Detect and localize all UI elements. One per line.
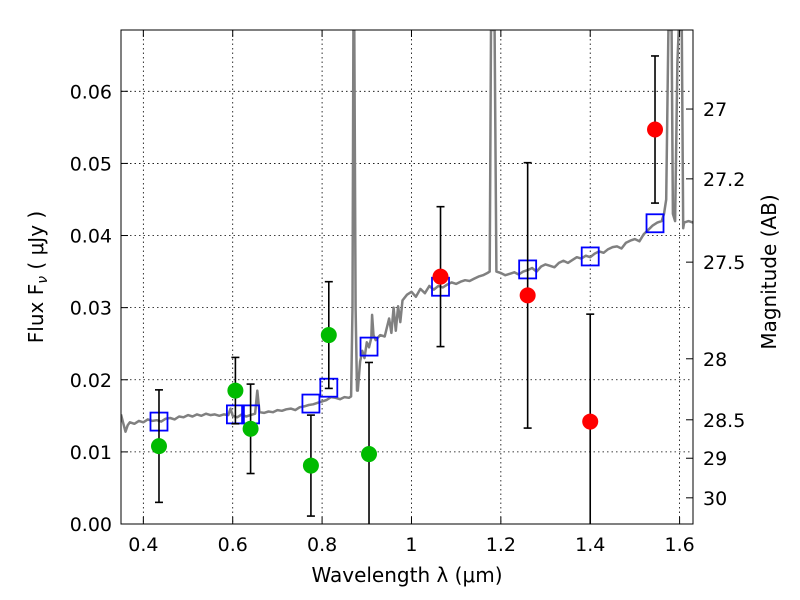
x-tick-label: 0.4 [128,534,158,556]
red-data-point [582,413,599,430]
green-data-point [320,327,337,344]
y2-tick-label: 28 [703,349,727,371]
model-photometry-square [301,393,321,414]
x-tick-label: 1 [405,534,417,556]
x-tick-label: 1.6 [664,534,694,556]
y2-tick-label: 29 [703,448,727,470]
x-tick-label: 0.8 [307,534,337,556]
y-tick-label: 0.01 [70,442,112,464]
y-tick-label: 0.02 [70,370,112,392]
ticks: 0.4 0.6 0.8 1 1.2 1.4 1.6 0.00 0.01 0.02 0.03 0.04 0… [70,30,745,556]
y-tick-label: 0.00 [70,514,112,536]
y-tick-label: 0.05 [70,153,112,175]
y2-tick-label: 27 [703,99,727,121]
x-tick-label: 0.6 [218,534,248,556]
data-points-layer [149,55,665,524]
y2-tick-label: 27.5 [703,252,745,274]
x-tick-label: 1.4 [575,534,605,556]
red-data-point [647,121,664,138]
y2-tick-label: 30 [703,488,727,510]
red-data-point [432,268,449,285]
y-axis-label-main: Flux F [24,284,48,343]
y-axis-label: Flux Fν ( μJy ) [24,211,51,343]
y-tick-label: 0.03 [70,298,112,320]
model-photometry-square [359,336,379,357]
x-tick-label: 1.2 [486,534,516,556]
green-data-point [227,382,244,399]
plot-frame [120,29,694,525]
model-photometry-square [580,246,600,267]
model-photometry-square [645,213,665,234]
y-tick-label: 0.04 [70,226,112,248]
y-axis-label-unit: ( μJy ) [24,211,48,276]
y2-axis-label: Magnitude (AB) [757,194,781,349]
y2-tick-label: 28.5 [703,410,745,432]
y2-tick-label: 27.2 [703,169,745,191]
green-data-point [302,457,319,474]
y-axis-label-subscript: ν [35,276,51,284]
red-data-point [519,287,536,304]
green-data-point [242,420,259,437]
y-tick-label: 0.06 [70,81,112,103]
green-data-point [361,446,378,463]
green-data-point [150,438,167,455]
x-axis-label: Wavelength λ (μm) [311,563,502,587]
